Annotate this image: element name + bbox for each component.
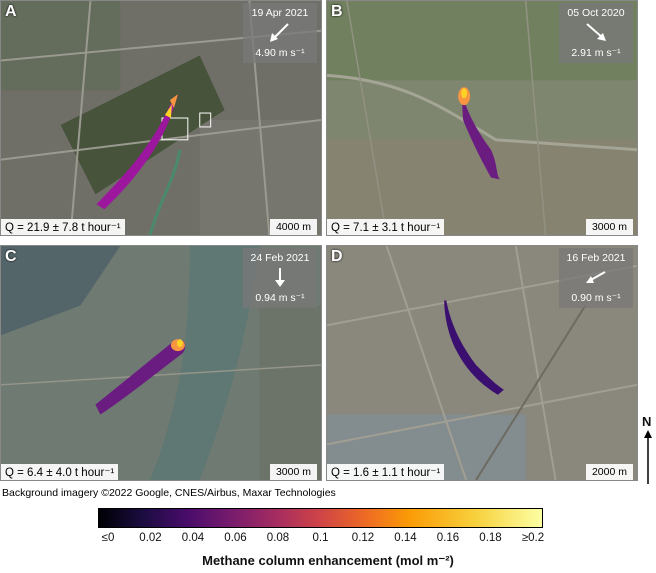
wind-speed-c: 0.94 m s⁻¹ (255, 292, 305, 304)
wind-box-a: 19 Apr 2021 4.90 m s⁻¹ (243, 3, 317, 63)
emission-rate-d: Q = 1.6 ± 1.1 t hour⁻¹ (327, 464, 445, 480)
colorbar-tick: ≥0.2 (521, 532, 545, 544)
colorbar (98, 508, 543, 528)
plume-a (96, 95, 178, 210)
panel-a: A 19 Apr 2021 4.90 m s⁻¹ Q = 21.9 ± 7.8 … (0, 0, 322, 236)
wind-speed-d: 0.90 m s⁻¹ (571, 292, 621, 304)
colorbar-tick: 0.18 (479, 532, 502, 544)
panel-label-d: D (331, 248, 343, 265)
wind-arrow-icon (275, 268, 285, 287)
panel-label-b: B (331, 3, 343, 20)
emission-rate-b: Q = 7.1 ± 3.1 t hour⁻¹ (327, 219, 445, 235)
satellite-image-d (327, 246, 637, 480)
panel-c: C 24 Feb 2021 0.94 m s⁻¹ Q = 6.4 ± 4.0 t… (0, 245, 322, 481)
scale-bar-d: 2000 m (585, 464, 633, 480)
colorbar-tick: 0.14 (394, 532, 417, 544)
observation-date-a: 19 Apr 2021 (251, 7, 309, 19)
wind-arrow-icon (586, 271, 606, 283)
plume-c (95, 339, 186, 415)
plume-d (444, 300, 504, 395)
observation-date-c: 24 Feb 2021 (250, 252, 310, 264)
emission-rate-c: Q = 6.4 ± 4.0 t hour⁻¹ (1, 464, 119, 480)
colorbar-tick: 0.12 (351, 532, 375, 544)
satellite-image-c (1, 246, 321, 480)
panel-d: D 16 Feb 2021 0.90 m s⁻¹ Q = 1.6 ± 1.1 t… (326, 245, 638, 481)
colorbar-tick: ≤0 (101, 532, 115, 544)
colorbar-tick: 0.04 (181, 532, 205, 544)
colorbar-tick: 0.08 (266, 532, 290, 544)
wind-arrow-icon (586, 23, 606, 41)
satellite-image-b (327, 1, 637, 235)
panel-b: B 05 Oct 2020 2.91 m s⁻¹ Q = 7.1 ± 3.1 t… (326, 0, 638, 236)
north-arrow: N (640, 414, 656, 484)
wind-box-d: 16 Feb 2021 0.90 m s⁻¹ (559, 248, 633, 308)
observation-date-d: 16 Feb 2021 (566, 252, 626, 264)
colorbar-tick: 0.1 (312, 532, 329, 544)
wind-box-c: 24 Feb 2021 0.94 m s⁻¹ (243, 248, 317, 308)
plume-b (461, 90, 500, 180)
wind-speed-b: 2.91 m s⁻¹ (571, 47, 621, 59)
panel-label-c: C (5, 248, 17, 265)
wind-arrow-icon (270, 23, 289, 42)
colorbar-ticks: ≤0 0.02 0.04 0.06 0.08 0.1 0.12 0.14 0.16 0.18 ≥0.… (98, 532, 545, 548)
scale-bar-c: 3000 m (269, 464, 317, 480)
panel-label-a: A (5, 3, 17, 20)
colorbar-label: Methane column enhancement (mol m⁻²) (202, 553, 454, 568)
observation-date-b: 05 Oct 2020 (567, 7, 625, 19)
colorbar-tick: 0.16 (436, 532, 460, 544)
scale-bar-a: 4000 m (269, 219, 317, 235)
north-label: N (642, 414, 652, 429)
wind-speed-a: 4.90 m s⁻¹ (255, 47, 305, 59)
colorbar-tick: 0.06 (224, 532, 247, 544)
scale-bar-b: 3000 m (585, 219, 633, 235)
colorbar-tick: 0.02 (139, 532, 162, 544)
wind-box-b: 05 Oct 2020 2.91 m s⁻¹ (559, 3, 633, 63)
imagery-attribution: Background imagery ©2022 Google, CNES/Ai… (2, 487, 336, 499)
north-arrow-icon (644, 430, 652, 484)
emission-rate-a: Q = 21.9 ± 7.8 t hour⁻¹ (1, 219, 125, 235)
